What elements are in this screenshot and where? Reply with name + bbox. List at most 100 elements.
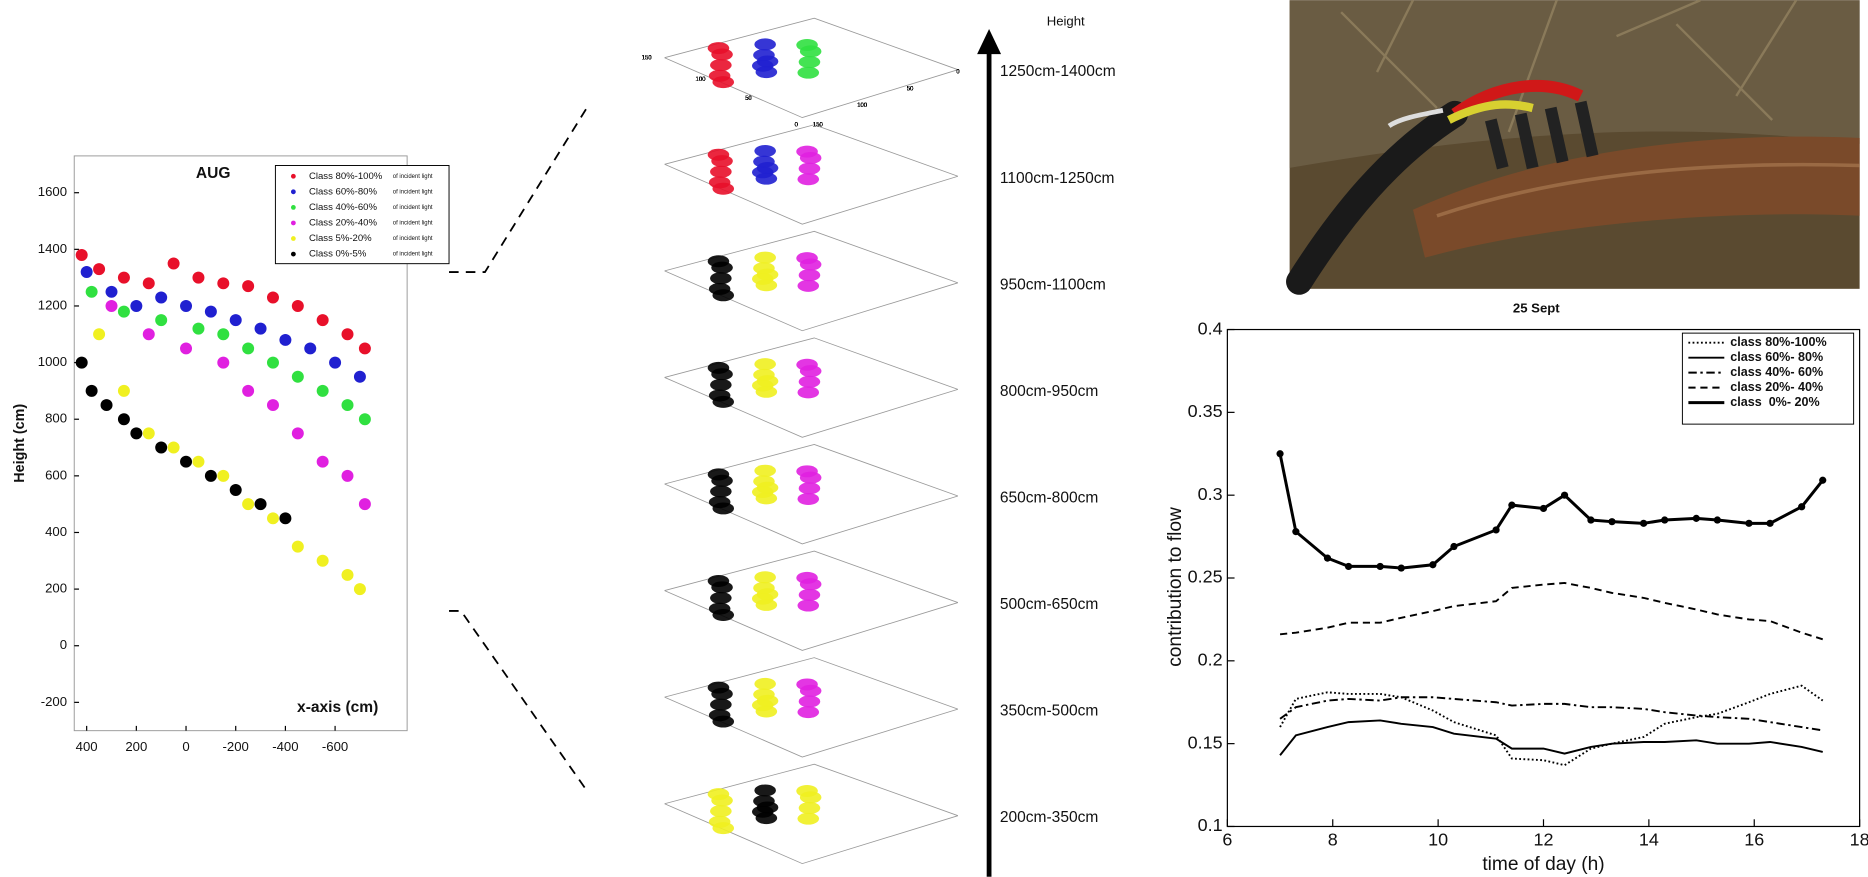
line — [1278, 453, 1824, 570]
slice-blob — [755, 598, 778, 611]
layer-label: 1100cm-1250cm — [1000, 170, 1115, 187]
x-tick-label: -400 — [272, 739, 298, 754]
slice-tick-label: 0 — [956, 70, 960, 76]
point — [1508, 501, 1516, 509]
slice-blob — [711, 581, 733, 594]
slice-tick-label: 150 — [642, 55, 653, 61]
point — [105, 285, 118, 298]
slice-tick-label: 150 — [642, 55, 653, 61]
point — [358, 413, 371, 426]
x-tick-label: 12 — [1534, 830, 1554, 850]
slice-blob — [799, 471, 822, 484]
legend-marker — [290, 173, 296, 179]
legend-label: Class 0%-5% — [309, 249, 367, 260]
y-tick-label: 0.35 — [1188, 401, 1223, 421]
y-tick-label: 0.25 — [1188, 567, 1223, 587]
slice-blob — [754, 571, 776, 584]
point — [142, 277, 155, 290]
y-tick-label: 0.4 — [1198, 318, 1223, 338]
point — [341, 568, 354, 581]
slice-tick-label: 100 — [857, 103, 868, 109]
slice-tick-label: 0 — [956, 70, 960, 76]
slice-blob — [712, 715, 735, 728]
slice-blob — [711, 368, 733, 381]
slice-tick-label: 0 — [795, 122, 799, 128]
slice-blob — [754, 358, 776, 371]
slice-tick-label: 150 — [642, 55, 653, 61]
x-tick-label: 200 — [125, 739, 147, 754]
y-tick-label: 1200 — [38, 297, 67, 312]
slice-tick-label: 100 — [696, 77, 707, 83]
slice-blob — [755, 172, 778, 185]
slice-tick-label: 50 — [745, 96, 752, 102]
slice-blob — [799, 258, 822, 271]
y-tick-label: 400 — [45, 524, 67, 539]
slice-tick-label: 50 — [907, 86, 914, 92]
arrow-head — [977, 28, 1002, 55]
point — [1397, 564, 1405, 572]
connector — [449, 107, 588, 792]
slice-blob — [756, 268, 779, 281]
slice-blob — [755, 812, 778, 825]
point — [75, 249, 88, 261]
point — [358, 342, 371, 355]
slice-tick-label: 100 — [857, 103, 868, 109]
layer-label: 200cm-350cm — [1000, 809, 1099, 826]
x-tick-label: 8 — [1328, 830, 1338, 850]
slice-blob — [710, 485, 732, 498]
legend-note: of incident light — [393, 174, 433, 180]
point — [1376, 562, 1384, 570]
slice-blob — [799, 791, 822, 804]
point — [192, 271, 205, 284]
plot-frame — [73, 155, 408, 732]
slice-blob — [799, 45, 822, 58]
slice-blob — [712, 502, 735, 515]
point — [180, 299, 193, 312]
point — [242, 280, 255, 293]
slice-tick-label: 0 — [956, 70, 960, 76]
slice-tick-label: 150 — [813, 122, 824, 128]
point — [341, 399, 354, 412]
point — [130, 427, 143, 440]
slice-blob — [754, 251, 776, 264]
y-tick-label: 800 — [45, 411, 67, 426]
slice-blob — [711, 48, 733, 61]
point — [1798, 503, 1806, 511]
slice-blob — [798, 695, 821, 708]
layer-label: 350cm-500cm — [1000, 703, 1099, 720]
point — [1539, 504, 1548, 513]
legend-label: Class 5%-20% — [309, 233, 372, 244]
slice-tick-label: 100 — [857, 103, 868, 109]
slice-blob — [798, 375, 821, 388]
point — [117, 305, 130, 318]
slice-tick-label: 0 — [795, 122, 799, 128]
slice-blob — [710, 698, 732, 711]
slice-blob — [799, 578, 822, 591]
slice-blob — [797, 812, 820, 825]
slice-tick-label: 150 — [813, 122, 824, 128]
layer-label: 800cm-950cm — [1000, 383, 1099, 400]
line — [1279, 684, 1824, 767]
legend-note: of incident light — [393, 205, 433, 211]
x-tick-label: 16 — [1744, 830, 1764, 850]
y-tick-label: 0.3 — [1198, 484, 1223, 504]
point — [167, 441, 180, 454]
point — [100, 399, 113, 412]
slice-tick-label: 50 — [907, 86, 914, 92]
point — [217, 356, 230, 369]
point — [217, 277, 230, 290]
point — [1608, 518, 1616, 526]
y-axis-label: Height (cm) — [12, 404, 28, 483]
point — [130, 299, 143, 312]
point — [1587, 516, 1595, 524]
slice-tick-label: 50 — [745, 96, 752, 102]
point — [254, 498, 267, 511]
y-tick-label: 1600 — [38, 184, 67, 199]
point — [1766, 519, 1774, 527]
y-tick-label: 0 — [60, 637, 67, 652]
x-tick-label: 400 — [76, 739, 98, 754]
slice-tick-label: 150 — [813, 122, 824, 128]
point — [242, 342, 255, 355]
point — [180, 342, 193, 355]
